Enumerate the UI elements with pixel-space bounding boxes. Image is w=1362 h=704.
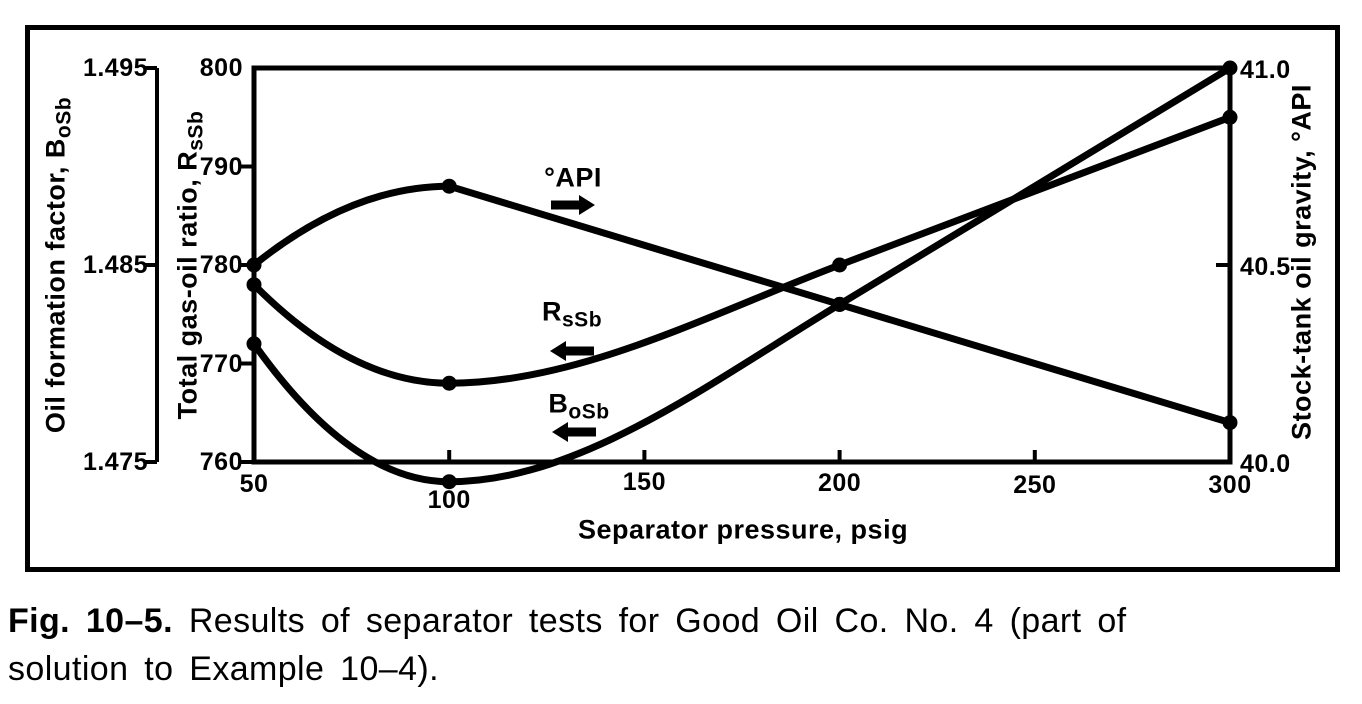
bo-axis-symbol-sub: oSb: [52, 96, 76, 139]
bo-tick-label: 1.485: [82, 251, 148, 279]
rs-curve-label-base: R: [541, 296, 562, 327]
rs-axis-symbol: R: [172, 150, 203, 171]
caption-line-1: Fig. 10–5. Results of separator tests fo…: [8, 597, 1360, 645]
x-tick-label: 100: [427, 486, 471, 514]
x-tick-label: 250: [1013, 471, 1057, 499]
bo-axis-title-text: Oil formation factor,: [40, 158, 71, 434]
bo-axis-symbol: B: [40, 138, 71, 159]
rs-data-point: [832, 257, 848, 273]
x-axis-title: Separator pressure, psig: [577, 514, 909, 545]
rs-axis-title-text: Total gas-oil ratio,: [172, 170, 203, 420]
bo-curve-label-sub: oSb: [568, 400, 610, 424]
bo-data-point: [1222, 60, 1238, 76]
rs-tick-label: 760: [199, 448, 243, 476]
rs-axis-symbol-sub: sSb: [184, 110, 208, 151]
api-tick-label: 40.0: [1240, 450, 1291, 478]
rs-data-point: [441, 375, 457, 391]
rs-pointer-arrow-left: [550, 341, 594, 361]
rs-curve-label: RsSb: [541, 296, 602, 332]
api-pointer-arrow-right: [551, 195, 595, 215]
caption-text-1: Results of separator tests for Good Oil …: [188, 602, 1127, 640]
bo-curve-label-base: B: [548, 388, 569, 419]
bo-curve-label: BoSb: [548, 388, 609, 424]
x-tick-label: 50: [239, 470, 269, 498]
rs-tick-label: 790: [199, 152, 243, 181]
x-tick-label: 300: [1208, 471, 1252, 499]
bo-tick-label: 1.475: [82, 448, 148, 476]
api-tick-label: 40.5: [1240, 253, 1291, 281]
figure-caption: Fig. 10–5. Results of separator tests fo…: [8, 597, 1360, 693]
bo-axis-title: Oil formation factor, BoSb: [40, 97, 76, 434]
rs-axis-title: Total gas-oil ratio, RsSb: [172, 111, 208, 420]
rs-tick-label: 800: [199, 54, 243, 82]
rs-tick-label: 780: [199, 251, 243, 279]
x-tick-label: 200: [817, 469, 862, 497]
plot-frame: [251, 65, 1233, 465]
api-curve-label: °API: [544, 162, 602, 193]
bo-data-point: [246, 336, 262, 352]
api-axis-title: Stock-tank oil gravity, °API: [1286, 84, 1317, 440]
bo-curve: [250, 64, 1234, 486]
rs-curve: [250, 113, 1234, 387]
api-data-point: [441, 178, 457, 194]
caption-line-2: solution to Example 10–4).: [8, 650, 439, 688]
caption-figure-number: Fig. 10–5.: [8, 602, 173, 640]
bo-tick-label: 1.495: [82, 54, 148, 82]
rs-curve-label-sub: sSb: [561, 308, 603, 332]
api-tick-label: 41.0: [1240, 56, 1291, 84]
x-tick-label: 150: [622, 468, 666, 496]
rs-data-point: [1222, 109, 1238, 125]
api-data-point: [1222, 415, 1238, 431]
rs-data-point: [246, 277, 262, 293]
bo-data-point: [441, 474, 457, 490]
bo-pointer-arrow-left: [552, 422, 596, 442]
bo-data-point: [832, 296, 848, 312]
api-data-point: [246, 257, 262, 273]
rs-tick-label: 770: [199, 349, 243, 378]
figure-frame: [25, 25, 1340, 572]
